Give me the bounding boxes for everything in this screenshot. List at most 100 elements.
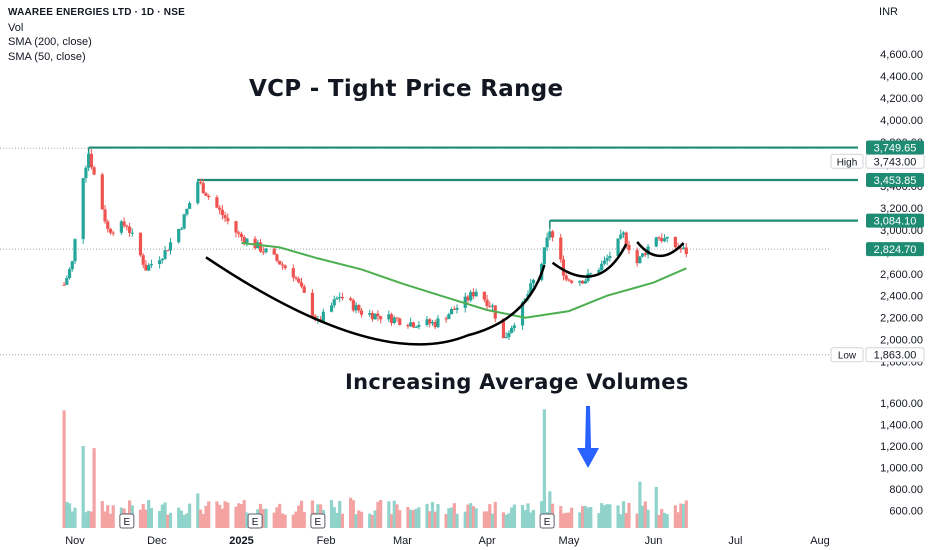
- candle-body: [275, 254, 279, 261]
- volume-bar: [597, 513, 601, 528]
- volume-bar: [488, 504, 492, 528]
- candle-body: [510, 327, 514, 333]
- candle-body: [474, 291, 478, 297]
- sma50-label[interactable]: SMA (50, close): [8, 50, 86, 63]
- volume-bar: [149, 507, 154, 528]
- candle-body: [619, 234, 623, 239]
- volume-bar: [406, 507, 410, 528]
- candle-body: [188, 203, 192, 209]
- volume-bar: [291, 514, 295, 528]
- candle-body: [624, 232, 628, 245]
- candle-body: [226, 218, 230, 222]
- candle-body: [81, 178, 85, 240]
- volume-bar: [239, 504, 244, 528]
- volume-bar: [215, 501, 219, 528]
- candle-body: [166, 250, 170, 252]
- volume-bar: [657, 514, 661, 528]
- candle-body: [149, 264, 154, 266]
- candle-body: [679, 248, 683, 250]
- candle-body: [177, 228, 181, 243]
- sma200-label[interactable]: SMA (200, close): [8, 36, 92, 48]
- volume-bar: [452, 503, 456, 528]
- candle-body: [368, 312, 372, 315]
- volume-bar: [138, 509, 143, 528]
- candle-body: [103, 209, 107, 222]
- volume-bar: [654, 486, 658, 528]
- volume-bar: [294, 511, 298, 528]
- volume-bar: [87, 510, 91, 528]
- volume-bar: [471, 506, 476, 528]
- candle-body: [452, 308, 456, 310]
- currency-label[interactable]: INR: [879, 6, 898, 18]
- earnings-marker: [119, 513, 135, 529]
- candle-body: [264, 248, 268, 253]
- sma-lines: [241, 242, 687, 319]
- volume-bar: [168, 512, 173, 528]
- volume-bar: [526, 503, 530, 528]
- candle-body: [430, 322, 435, 324]
- candle-body: [616, 238, 620, 256]
- vcp-second-curve: [551, 243, 628, 278]
- earnings-marker: [539, 513, 555, 529]
- vol-label[interactable]: Vol: [8, 21, 24, 34]
- candle-body: [127, 226, 132, 233]
- volume-bar: [335, 512, 339, 528]
- time-tick-label: May: [559, 535, 580, 547]
- candle-body: [335, 298, 339, 300]
- candle-body: [542, 247, 546, 264]
- down-arrow-icon: [577, 406, 600, 468]
- volume-tick-label: 600.00: [889, 506, 923, 518]
- earnings-label: E: [544, 517, 551, 528]
- candle-body: [291, 268, 295, 278]
- volume-bar: [338, 501, 342, 528]
- volume-bar: [583, 505, 587, 528]
- time-tick-label: Mar: [393, 535, 412, 547]
- candle-body: [106, 221, 110, 229]
- candle-body: [398, 318, 402, 325]
- candle-body: [108, 228, 113, 233]
- volume-bar: [417, 507, 421, 528]
- candle-body: [122, 221, 126, 226]
- candle-body: [329, 305, 334, 312]
- candle-body: [223, 215, 227, 219]
- candle-body: [207, 195, 211, 198]
- volume-bar: [65, 501, 69, 528]
- symbol-label[interactable]: WAAREE ENERGIES LTD · 1D · NSE: [8, 7, 185, 18]
- candle-body: [673, 236, 677, 248]
- volume-bar: [237, 503, 241, 528]
- candle-body: [234, 221, 238, 233]
- candle-body: [338, 296, 342, 299]
- candle-body: [578, 280, 582, 283]
- candle-body: [258, 242, 263, 252]
- volume-bar: [389, 514, 394, 528]
- candle-body: [684, 247, 688, 255]
- candle-body: [520, 302, 525, 326]
- candle-body: [84, 167, 88, 179]
- volume-bar: [665, 514, 669, 528]
- volume-bars: [62, 409, 688, 528]
- candle-body: [406, 324, 410, 327]
- candle-body: [218, 207, 222, 210]
- candle-body: [529, 283, 533, 295]
- candle-body: [125, 225, 129, 227]
- level-name-badge: [830, 153, 864, 169]
- volume-bar: [177, 507, 181, 528]
- volume-bar: [302, 511, 306, 528]
- candle-body: [215, 197, 219, 208]
- earnings-label: E: [124, 517, 131, 528]
- candle-body: [395, 317, 399, 319]
- time-axis: Nov Dec 2025 Feb Mar Apr May Jun Jul Aug: [65, 535, 830, 547]
- volume-bar: [297, 505, 301, 528]
- volume-bar: [428, 511, 432, 528]
- candle-body: [261, 251, 265, 253]
- volume-bar: [299, 500, 304, 528]
- volume-bar: [368, 513, 372, 528]
- volume-bar: [92, 448, 96, 528]
- candle-body: [550, 231, 555, 238]
- candle-body: [548, 231, 552, 238]
- chart-legend: WAAREE ENERGIES LTD · 1D · NSE Vol SMA (…: [8, 6, 185, 64]
- volume-bar: [564, 512, 568, 528]
- volume-tick-label: 800.00: [889, 484, 923, 496]
- volume-bar: [160, 504, 164, 528]
